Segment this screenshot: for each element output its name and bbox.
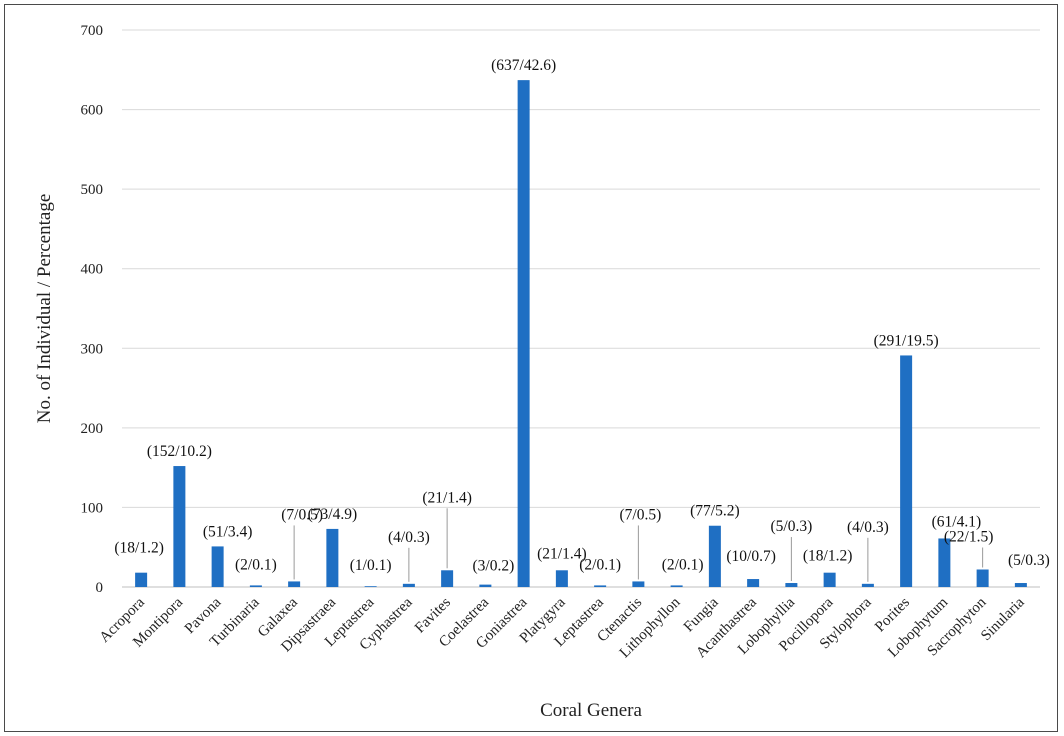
- data-label: (73/4.9): [308, 506, 358, 523]
- bar: [135, 572, 148, 587]
- y-tick-label: 200: [81, 421, 104, 437]
- data-label: (22/1.5): [944, 528, 994, 545]
- data-label: (51/3.4): [203, 523, 253, 540]
- data-label: (21/1.4): [422, 489, 472, 506]
- data-label: (5/0.3): [770, 518, 812, 535]
- y-tick-label: 0: [96, 580, 104, 596]
- bar: [1014, 583, 1027, 587]
- data-label: (291/19.5): [874, 332, 939, 349]
- data-label: (77/5.2): [690, 503, 740, 520]
- bar: [402, 583, 415, 587]
- data-label: (4/0.3): [847, 519, 889, 536]
- bar: [441, 570, 454, 587]
- data-label: (637/42.6): [491, 57, 556, 74]
- y-tick-label: 500: [81, 182, 104, 198]
- y-tick-label: 400: [81, 262, 104, 278]
- bar: [708, 525, 721, 587]
- data-label: (21/1.4): [537, 545, 587, 562]
- bar: [785, 583, 798, 587]
- bar: [976, 569, 989, 587]
- y-tick-label: 700: [81, 23, 104, 39]
- y-axis-ticks: 0 100 200 300 400 500 600 700: [81, 23, 104, 596]
- data-labels: (18/1.2) (152/10.2) (51/3.4) (2/0.1) (7/0.5)…: [114, 57, 1049, 574]
- data-label: (2/0.1): [235, 556, 277, 573]
- bar: [861, 583, 874, 587]
- label-leaders: [293, 508, 984, 582]
- bar: [173, 466, 186, 587]
- bar: [364, 586, 377, 588]
- bar: [900, 355, 913, 587]
- y-tick-label: 300: [81, 341, 104, 357]
- data-label: (7/0.5): [619, 506, 661, 523]
- data-label: (3/0.2): [472, 558, 514, 575]
- x-tick-label: Sinularia: [978, 594, 1028, 644]
- chart-frame: [4, 4, 1058, 732]
- data-label: (1/0.1): [350, 557, 392, 574]
- bars: [135, 80, 1027, 588]
- bar: [594, 585, 607, 587]
- bar: [479, 584, 492, 587]
- bar: [823, 572, 836, 587]
- data-label: (4/0.3): [388, 529, 430, 546]
- bar: [747, 579, 760, 587]
- data-label: (2/0.1): [662, 556, 704, 573]
- y-tick-label: 600: [81, 103, 104, 119]
- bar: [938, 538, 951, 587]
- bar: [211, 546, 224, 587]
- data-label: (10/0.7): [726, 548, 776, 565]
- x-axis-ticks: AcroporaMontiporaPavonaTurbinariaGalaxea…: [97, 594, 1028, 661]
- bar: [249, 585, 262, 587]
- data-label: (18/1.2): [114, 540, 164, 557]
- x-axis-title: Coral Genera: [540, 700, 642, 721]
- bar: [517, 80, 530, 587]
- bar: [326, 528, 339, 587]
- bar: [555, 570, 568, 587]
- data-label: (152/10.2): [147, 443, 212, 460]
- bar: [632, 581, 645, 587]
- data-label: (7/0.5): [281, 506, 323, 523]
- bar: [288, 581, 301, 587]
- data-label: (61/4.1): [932, 513, 982, 530]
- bar: [670, 585, 683, 587]
- y-tick-label: 100: [81, 500, 104, 516]
- gridlines: [122, 29, 1040, 588]
- data-label: (5/0.3): [1008, 552, 1050, 569]
- data-label: (2/0.1): [579, 556, 621, 573]
- y-axis-title: No. of Individual / Percentage: [34, 194, 55, 424]
- data-label: (18/1.2): [803, 548, 853, 565]
